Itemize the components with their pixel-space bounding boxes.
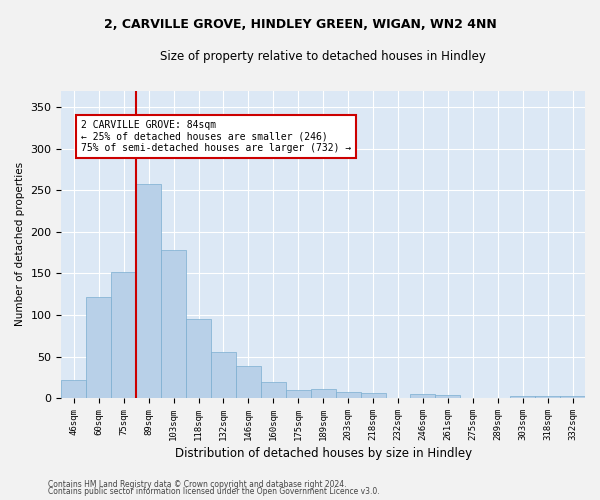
Bar bbox=[136, 184, 161, 398]
Bar bbox=[236, 366, 261, 398]
Bar bbox=[311, 389, 335, 398]
Y-axis label: Number of detached properties: Number of detached properties bbox=[15, 162, 25, 326]
Bar bbox=[86, 296, 111, 398]
Bar bbox=[211, 352, 236, 398]
Bar bbox=[410, 394, 436, 398]
Bar bbox=[261, 382, 286, 398]
Bar bbox=[361, 393, 386, 398]
Bar bbox=[510, 396, 535, 398]
Title: Size of property relative to detached houses in Hindley: Size of property relative to detached ho… bbox=[160, 50, 486, 63]
Text: Contains public sector information licensed under the Open Government Licence v3: Contains public sector information licen… bbox=[48, 488, 380, 496]
Bar bbox=[560, 396, 585, 398]
Bar bbox=[535, 396, 560, 398]
Bar bbox=[161, 250, 186, 398]
Text: 2 CARVILLE GROVE: 84sqm
← 25% of detached houses are smaller (246)
75% of semi-d: 2 CARVILLE GROVE: 84sqm ← 25% of detache… bbox=[82, 120, 352, 153]
Bar bbox=[111, 272, 136, 398]
Text: Contains HM Land Registry data © Crown copyright and database right 2024.: Contains HM Land Registry data © Crown c… bbox=[48, 480, 347, 489]
Bar bbox=[335, 392, 361, 398]
Bar bbox=[186, 319, 211, 398]
X-axis label: Distribution of detached houses by size in Hindley: Distribution of detached houses by size … bbox=[175, 447, 472, 460]
Bar bbox=[436, 395, 460, 398]
Text: 2, CARVILLE GROVE, HINDLEY GREEN, WIGAN, WN2 4NN: 2, CARVILLE GROVE, HINDLEY GREEN, WIGAN,… bbox=[104, 18, 496, 30]
Bar bbox=[61, 380, 86, 398]
Bar bbox=[286, 390, 311, 398]
